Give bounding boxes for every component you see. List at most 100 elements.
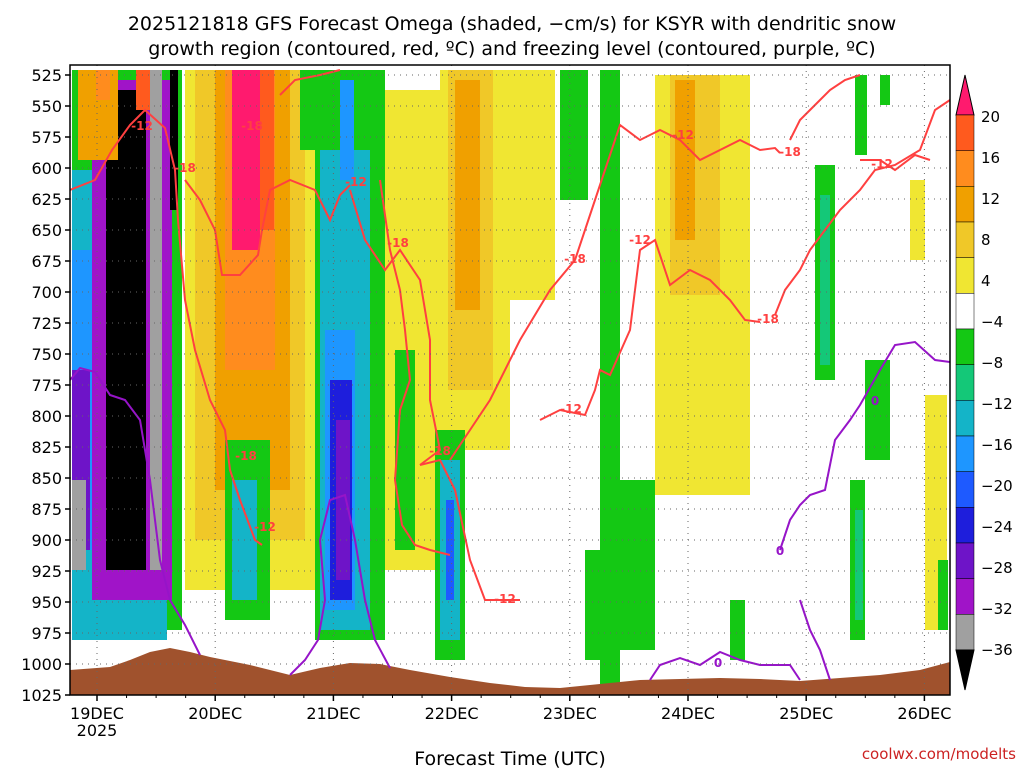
- y-tick-label: 825: [31, 438, 62, 457]
- colorbar-swatch: [955, 614, 975, 651]
- y-axis: 525 550 575 600 625 650 675 700 725 750 775 800 825 8…: [21, 66, 70, 705]
- omega-patch: [510, 70, 555, 300]
- terrain: [70, 648, 950, 695]
- omega-patch: [855, 510, 863, 620]
- y-tick-label: 625: [31, 190, 62, 209]
- y-tick-label: 1025: [21, 686, 62, 705]
- colorbar-swatch: [955, 150, 975, 187]
- colorbar-swatch: [955, 364, 975, 401]
- chart-title-line2: growth region (contoured, red, ºC) and f…: [148, 38, 875, 60]
- contour-label: -12: [672, 128, 694, 142]
- y-tick-label: 575: [31, 128, 62, 147]
- colorbar-label: −28: [981, 559, 1013, 577]
- x-tick-label: 22DEC: [425, 704, 479, 723]
- y-tick-label: 850: [31, 469, 62, 488]
- colorbar-swatch: [955, 400, 975, 437]
- colorbar-label: −4: [981, 313, 1003, 331]
- omega-patch: [170, 70, 178, 210]
- omega-patch: [446, 500, 454, 600]
- contour-label: -18: [235, 449, 257, 463]
- omega-patch: [395, 350, 415, 550]
- dendritic-contour: [419, 458, 520, 601]
- x-tick-label: 20DEC: [188, 704, 242, 723]
- dendritic-contour: [379, 179, 451, 556]
- x-axis: 19DEC 20DEC 21DEC 22DEC 23DEC 24DEC 25DEC 26DEC: [70, 695, 951, 723]
- dendritic-contour: [774, 99, 950, 316]
- freezing-contour: [70, 366, 201, 656]
- colorbar-label: 8: [981, 231, 991, 249]
- x-tick-label: 23DEC: [543, 704, 597, 723]
- colorbar-min-triangle: [955, 649, 975, 691]
- y-tick-label: 600: [31, 159, 62, 178]
- omega-shading: [70, 65, 950, 695]
- y-tick-label: 650: [31, 221, 62, 240]
- omega-patch: [455, 80, 480, 310]
- omega-patch: [106, 90, 146, 570]
- colorbar-swatch: [955, 471, 975, 508]
- contour-label: -12: [254, 520, 276, 534]
- dendritic-contour: [449, 123, 781, 461]
- y-tick-label: 775: [31, 376, 62, 395]
- colorbar-swatch: [955, 293, 975, 330]
- contour-label: -12: [629, 233, 651, 247]
- colorbar-label: −24: [981, 518, 1013, 536]
- colorbar-swatch: [955, 114, 975, 151]
- y-tick-label: 900: [31, 531, 62, 550]
- omega-patch: [600, 70, 620, 690]
- y-tick-label: 925: [31, 562, 62, 581]
- omega-patch: [855, 75, 867, 155]
- colorbar-label: −36: [981, 641, 1013, 659]
- dendritic-contour: [70, 108, 263, 546]
- omega-patch: [136, 70, 150, 110]
- credit-text: coolwx.com/modelts: [862, 745, 1016, 763]
- freezing-contour: [779, 340, 950, 551]
- x-axis-title: Forecast Time (UTC): [414, 748, 605, 768]
- colorbar: 20 16 12 8 4 −4 −8 −12 −16 −20 −24 −28 −32 −36: [955, 74, 1013, 691]
- freezing-contour: [799, 599, 831, 681]
- omega-patch: [938, 560, 948, 630]
- contour-label: -12: [871, 157, 893, 171]
- colorbar-swatch: [955, 186, 975, 223]
- colorbar-swatch: [955, 221, 975, 258]
- colorbar-max-triangle: [955, 74, 975, 116]
- omega-patch: [820, 195, 830, 365]
- omega-patch: [72, 480, 86, 570]
- omega-patch: [730, 600, 745, 660]
- plot-frame: [69, 64, 951, 696]
- x-tick-label: 25DEC: [779, 704, 833, 723]
- omega-patch: [232, 70, 260, 250]
- contour-label: -12: [560, 402, 582, 416]
- y-tick-label: 800: [31, 407, 62, 426]
- dendritic-contour: [279, 69, 341, 96]
- colorbar-label: 12: [981, 190, 1000, 208]
- omega-patch: [585, 550, 610, 660]
- omega-patch: [880, 75, 890, 105]
- colorbar-label: −12: [981, 395, 1013, 413]
- dendritic-contour: [539, 238, 761, 421]
- colorbar-swatch: [955, 578, 975, 615]
- omega-patch: [620, 480, 655, 650]
- colorbar-label: 16: [981, 149, 1000, 167]
- y-tick-label: 950: [31, 593, 62, 612]
- y-tick-label: 675: [31, 252, 62, 271]
- x-axis-year: 2025: [77, 721, 118, 740]
- colorbar-label: −32: [981, 600, 1013, 618]
- colorbar-swatch: [955, 507, 975, 544]
- colorbar-label: −16: [981, 436, 1013, 454]
- freezing-contour: [649, 650, 801, 681]
- contour-label: 0: [776, 544, 784, 558]
- contour-label: -18: [564, 252, 586, 266]
- omega-patch: [150, 70, 162, 570]
- colorbar-label: −20: [981, 477, 1013, 495]
- y-tick-label: 1000: [21, 655, 62, 674]
- freezing-contour: [289, 493, 391, 676]
- omega-patch: [340, 80, 354, 180]
- contour-labels: -12 -18 -18 -12 -18 -18 -18 -12 -12 -12 -12 -18 -18 -…: [131, 119, 893, 670]
- contour-label: -18: [174, 161, 196, 175]
- contour-label: -18: [757, 312, 779, 326]
- y-tick-label: 700: [31, 283, 62, 302]
- omega-patch: [560, 70, 588, 200]
- y-tick-label: 550: [31, 97, 62, 116]
- chart-title-line1: 2025121818 GFS Forecast Omega (shaded, −…: [128, 13, 896, 35]
- omega-patch: [96, 70, 110, 100]
